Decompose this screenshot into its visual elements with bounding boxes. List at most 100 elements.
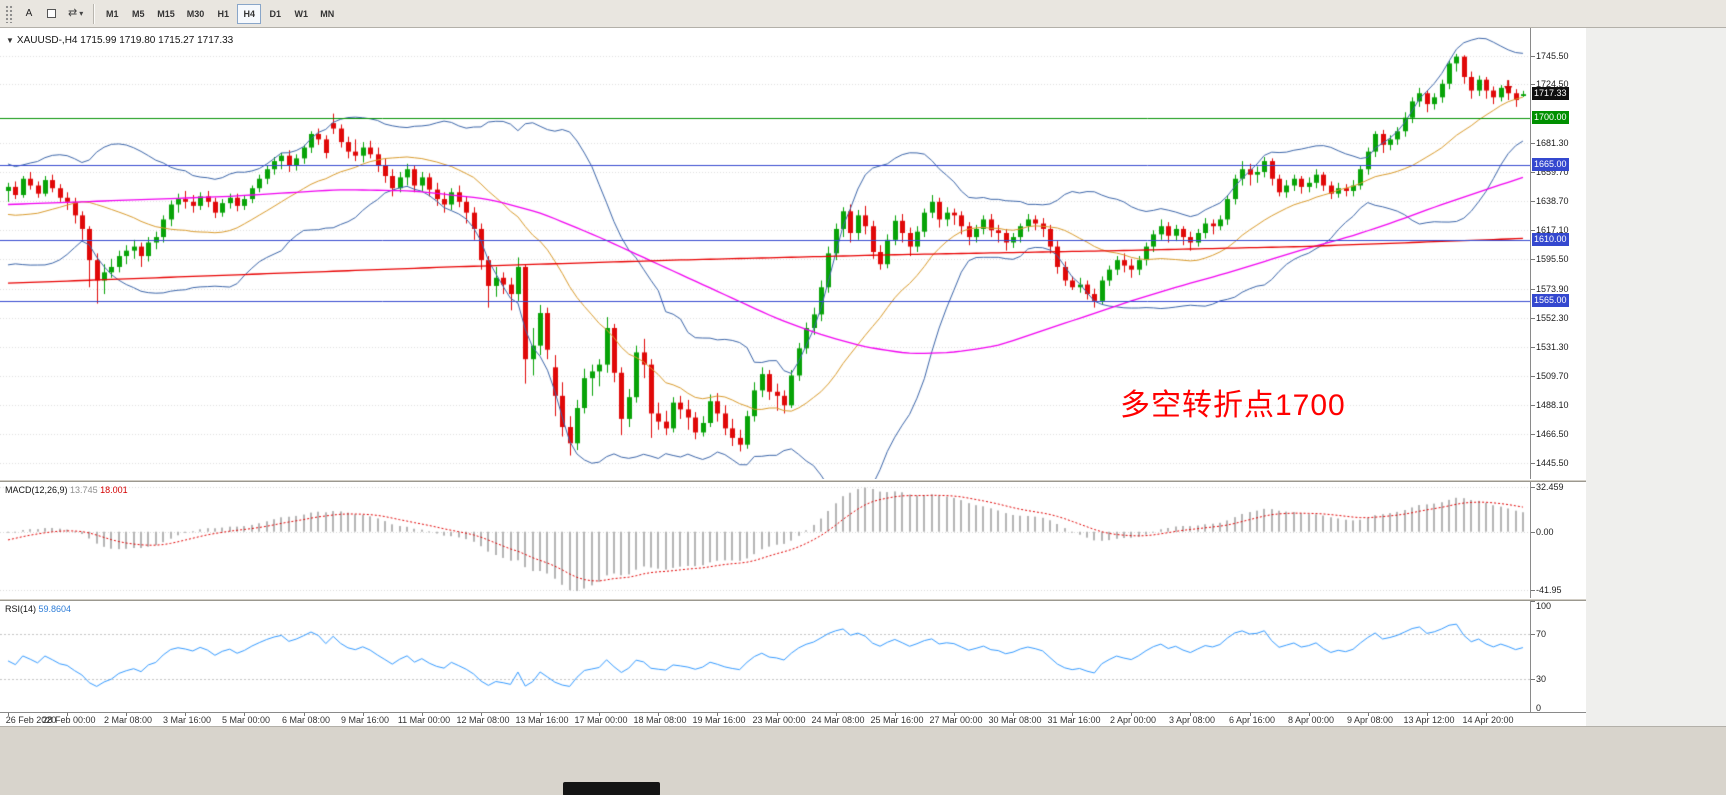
text-tool-button[interactable]: A	[19, 4, 39, 24]
time-axis-tick	[1486, 713, 1487, 716]
toolbar-separator	[93, 3, 96, 24]
axis-tick	[1531, 143, 1535, 144]
axis-tick	[1531, 172, 1535, 173]
axis-tick	[1531, 201, 1535, 202]
axis-tick	[1531, 601, 1535, 602]
macd-canvas[interactable]	[0, 482, 1530, 598]
time-axis-tick	[363, 713, 364, 716]
time-axis-label: 3 Apr 08:00	[1168, 715, 1216, 725]
time-axis-label: 5 Mar 00:00	[221, 715, 271, 725]
axis-tick	[1531, 532, 1535, 533]
timeframe-button-m30[interactable]: M30	[182, 4, 210, 24]
time-axis-tick	[1427, 713, 1428, 716]
chart-area: ▼ XAUUSD-,H4 1715.99 1719.80 1715.27 1717…	[0, 28, 1586, 726]
macd-axis[interactable]: 32.459 0.00 -41.95	[1530, 482, 1586, 598]
axis-tick	[1531, 289, 1535, 290]
time-axis-tick	[126, 713, 127, 716]
time-axis-tick	[244, 713, 245, 716]
macd-label: MACD(12,26,9) 13.745 18.001	[5, 485, 128, 495]
axis-tick	[1531, 84, 1535, 85]
time-axis-label: 23 Mar 00:00	[752, 715, 806, 725]
main-chart-panel: ▼ XAUUSD-,H4 1715.99 1719.80 1715.27 1717…	[0, 28, 1586, 479]
time-axis-tick	[1072, 713, 1073, 716]
collapse-arrow-icon[interactable]: ▼	[6, 36, 14, 45]
panel-separator[interactable]	[0, 479, 1586, 482]
hline-price-label: 1610.00	[1532, 232, 1569, 246]
time-axis-tick	[1368, 713, 1369, 716]
axis-tick	[1531, 487, 1535, 488]
macd-panel: MACD(12,26,9) 13.745 18.001 32.459 0.00 -4…	[0, 482, 1586, 598]
axis-tick	[1531, 590, 1535, 591]
price-axis-label: 1573.90	[1536, 283, 1569, 294]
timeframe-button-h1[interactable]: H1	[211, 4, 235, 24]
time-axis-label: 13 Apr 12:00	[1403, 715, 1455, 725]
axis-tick	[1531, 434, 1535, 435]
time-axis-label: 25 Mar 16:00	[870, 715, 924, 725]
timeframe-button-m15[interactable]: M15	[152, 4, 180, 24]
timeframe-button-m1[interactable]: M1	[100, 4, 124, 24]
price-axis-label: 1638.70	[1536, 195, 1569, 206]
ohlc-open: 1715.99	[80, 35, 117, 46]
time-axis[interactable]: 26 Feb 2020 28 Feb 00:00 2 Mar 08:00 3 Mar …	[0, 712, 1586, 726]
timeframe-button-d1[interactable]: D1	[263, 4, 287, 24]
macd-signal-value: 18.001	[100, 485, 128, 495]
time-axis-label: 24 Mar 08:00	[811, 715, 865, 725]
timeframe-button-h4[interactable]: H4	[237, 3, 262, 24]
annotation-text[interactable]: 多空转折点1700	[1120, 389, 1346, 422]
time-axis-label: 6 Mar 08:00	[281, 715, 331, 725]
window-icon	[46, 9, 56, 18]
time-axis-tick	[8, 713, 9, 716]
time-axis-label: 12 Mar 08:00	[456, 715, 510, 725]
time-axis-tick	[481, 713, 482, 716]
axis-tick	[1531, 56, 1535, 57]
time-axis-label: 27 Mar 00:00	[929, 715, 983, 725]
price-axis-label: 1488.10	[1536, 400, 1569, 411]
time-axis-label: 6 Apr 16:00	[1228, 715, 1276, 725]
axis-tick	[1531, 405, 1535, 406]
time-axis-tick	[185, 713, 186, 716]
hline-price-label: 1700.00	[1532, 110, 1569, 124]
time-axis-label: 2 Apr 00:00	[1109, 715, 1157, 725]
chart-window-button[interactable]	[41, 4, 61, 24]
chart-scroll-dropdown[interactable]: ⇄ ▾	[63, 4, 88, 24]
window-background	[1586, 28, 1726, 726]
time-axis-tick	[1190, 713, 1191, 716]
rsi-axis[interactable]: 100 70 30 0	[1530, 601, 1586, 712]
rsi-axis-label: 100	[1536, 601, 1552, 611]
price-axis[interactable]: 1745.50 1724.50 1681.30 1659.70 1638.70 1617.…	[1530, 28, 1586, 479]
price-axis-label: 1617.10	[1536, 225, 1569, 236]
time-axis-label: 3 Mar 16:00	[162, 715, 212, 725]
time-axis-tick	[658, 713, 659, 716]
time-axis-tick	[1250, 713, 1251, 716]
time-axis-label: 28 Feb 00:00	[42, 715, 96, 725]
time-axis-tick	[540, 713, 541, 716]
price-axis-label: 1509.70	[1536, 370, 1569, 381]
ohlc-low: 1715.27	[158, 35, 195, 46]
panel-separator[interactable]	[0, 598, 1586, 601]
toolbar-drag-handle-icon[interactable]	[5, 4, 14, 23]
time-axis-tick	[1013, 713, 1014, 716]
axis-tick	[1531, 318, 1535, 319]
time-axis-label: 30 Mar 08:00	[988, 715, 1042, 725]
timeframe-button-mn[interactable]: MN	[315, 4, 339, 24]
time-axis-label: 31 Mar 16:00	[1047, 715, 1101, 725]
rsi-axis-label: 0	[1536, 703, 1542, 712]
macd-main-value: 13.745	[70, 485, 98, 495]
time-axis-tick	[67, 713, 68, 716]
timeframe-button-w1[interactable]: W1	[289, 4, 313, 24]
rsi-panel: RSI(14) 59.8604 100 70 30 0	[0, 601, 1586, 712]
rsi-canvas[interactable]	[0, 601, 1530, 712]
macd-axis-label: -41.95	[1536, 584, 1562, 595]
ohlc-high: 1719.80	[119, 35, 156, 46]
price-axis-label: 1552.30	[1536, 313, 1569, 324]
time-axis-tick	[717, 713, 718, 716]
time-axis-label: 9 Apr 08:00	[1346, 715, 1394, 725]
price-axis-label: 1659.70	[1536, 167, 1569, 178]
status-area	[0, 726, 1726, 795]
time-axis-label: 8 Apr 00:00	[1287, 715, 1335, 725]
current-price-label: 1717.33	[1532, 87, 1569, 101]
axis-tick	[1531, 634, 1535, 635]
price-axis-label: 1681.30	[1536, 138, 1569, 149]
price-chart-canvas[interactable]	[0, 28, 1530, 479]
timeframe-button-m5[interactable]: M5	[126, 4, 150, 24]
